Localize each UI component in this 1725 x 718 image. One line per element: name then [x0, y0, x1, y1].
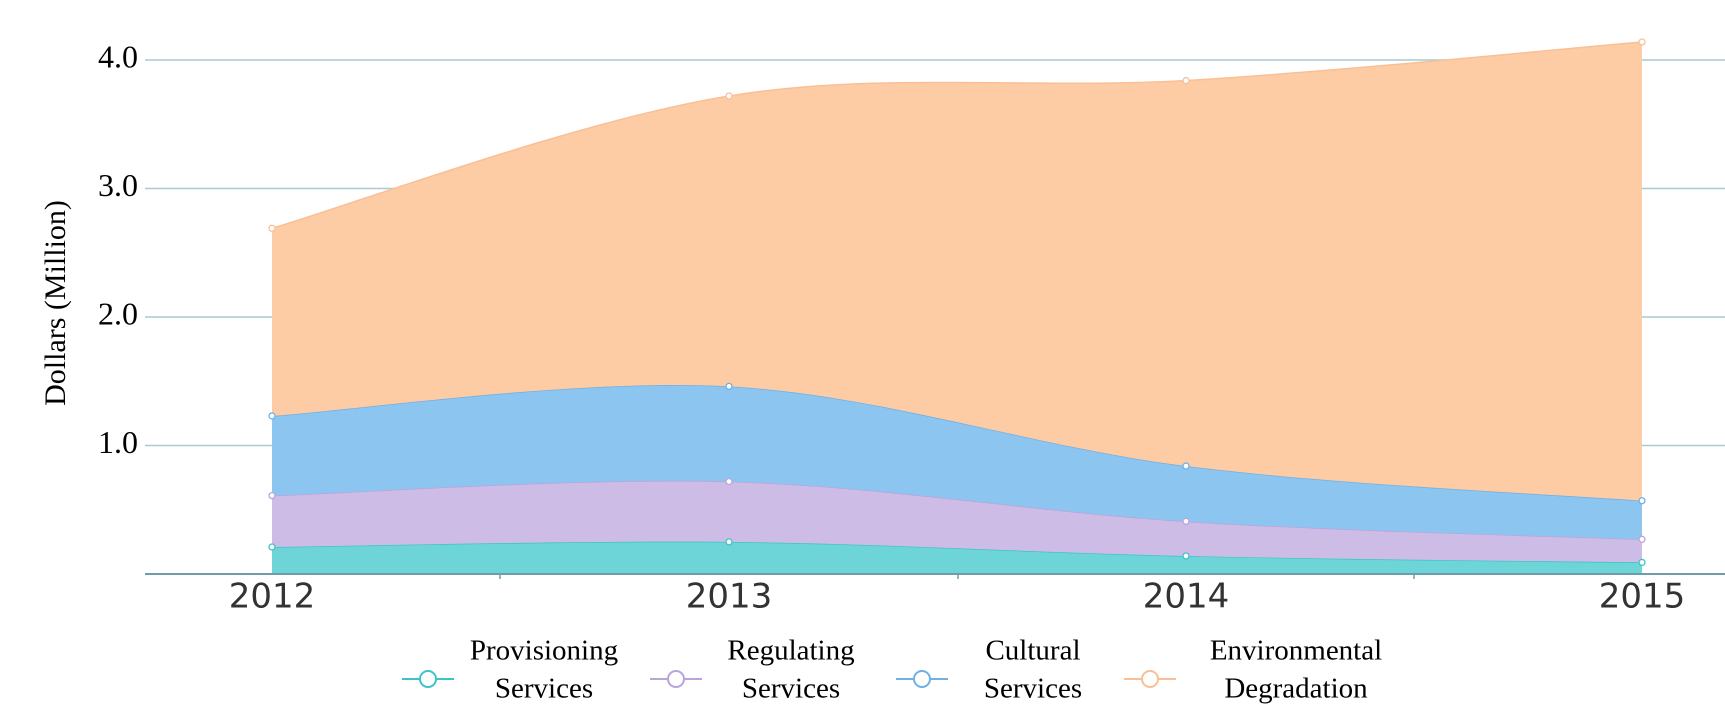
data-point-environmental-degradation	[1182, 76, 1190, 85]
data-point-cultural-services	[725, 382, 733, 391]
x-tick-label: 2013	[686, 577, 773, 617]
legend-marker-icon	[913, 670, 931, 688]
x-tick-label: 2012	[229, 577, 316, 617]
y-tick-label: 4.0	[98, 38, 138, 74]
x-axis-ticks: 2012 2013 2014 2015	[229, 577, 1686, 617]
y-tick-label: 3.0	[98, 167, 138, 203]
data-points	[268, 38, 1646, 567]
data-point-cultural-services	[268, 412, 276, 420]
legend-label: Degradation	[1224, 673, 1368, 705]
legend-item-provisioning-services[interactable]: Provisioning Services	[402, 635, 618, 705]
legend-label: Services	[742, 673, 840, 705]
data-point-regulating-services	[725, 477, 733, 486]
legend-label: Environmental	[1210, 635, 1382, 667]
data-point-cultural-services	[1638, 497, 1646, 505]
y-tick-label: 1.0	[98, 424, 138, 460]
legend-label: Provisioning	[470, 635, 618, 667]
y-tick-label: 2.0	[98, 295, 138, 331]
area-cultural-services	[272, 385, 1642, 540]
area-series	[271, 41, 1643, 574]
legend-marker-icon	[419, 670, 437, 688]
line-environmental-degradation	[271, 41, 1643, 230]
area-regulating-services	[272, 480, 1642, 563]
data-point-provisioning-services	[725, 538, 733, 546]
data-point-environmental-degradation	[1638, 38, 1646, 46]
data-point-cultural-services	[1182, 462, 1190, 470]
legend-item-regulating-services[interactable]: Regulating Services	[650, 635, 855, 705]
data-point-environmental-degradation	[268, 224, 276, 232]
data-point-regulating-services	[268, 491, 276, 500]
data-point-regulating-services	[1638, 535, 1646, 543]
x-axis	[145, 573, 1725, 579]
legend: ProvisioningServicesRegulatingServicesCu…	[402, 635, 1382, 705]
data-point-environmental-degradation	[725, 92, 733, 100]
legend-item-environmental-degradation[interactable]: Environmental Degradation	[1124, 635, 1382, 705]
x-tick-label: 2015	[1599, 577, 1686, 617]
y-axis-label: Dollars (Million)	[39, 200, 72, 406]
legend-label: Services	[495, 673, 593, 705]
data-point-provisioning-services	[1182, 552, 1190, 560]
x-tick-label: 2014	[1143, 577, 1230, 617]
data-point-regulating-services	[1182, 517, 1190, 525]
legend-marker-icon	[667, 670, 685, 688]
legend-label: Cultural	[985, 635, 1080, 667]
area-environmental-degradation	[272, 42, 1642, 501]
area-provisioning-services	[272, 541, 1642, 574]
legend-label: Services	[984, 673, 1082, 705]
legend-label: Regulating	[727, 635, 854, 667]
data-point-provisioning-services	[268, 543, 276, 551]
data-point-provisioning-services	[1638, 558, 1646, 567]
y-axis-ticks: 4.0 3.0 2.0 1.0	[98, 38, 138, 460]
legend-marker-icon	[1141, 670, 1159, 688]
legend-item-cultural-services[interactable]: Cultural Services	[896, 635, 1082, 705]
